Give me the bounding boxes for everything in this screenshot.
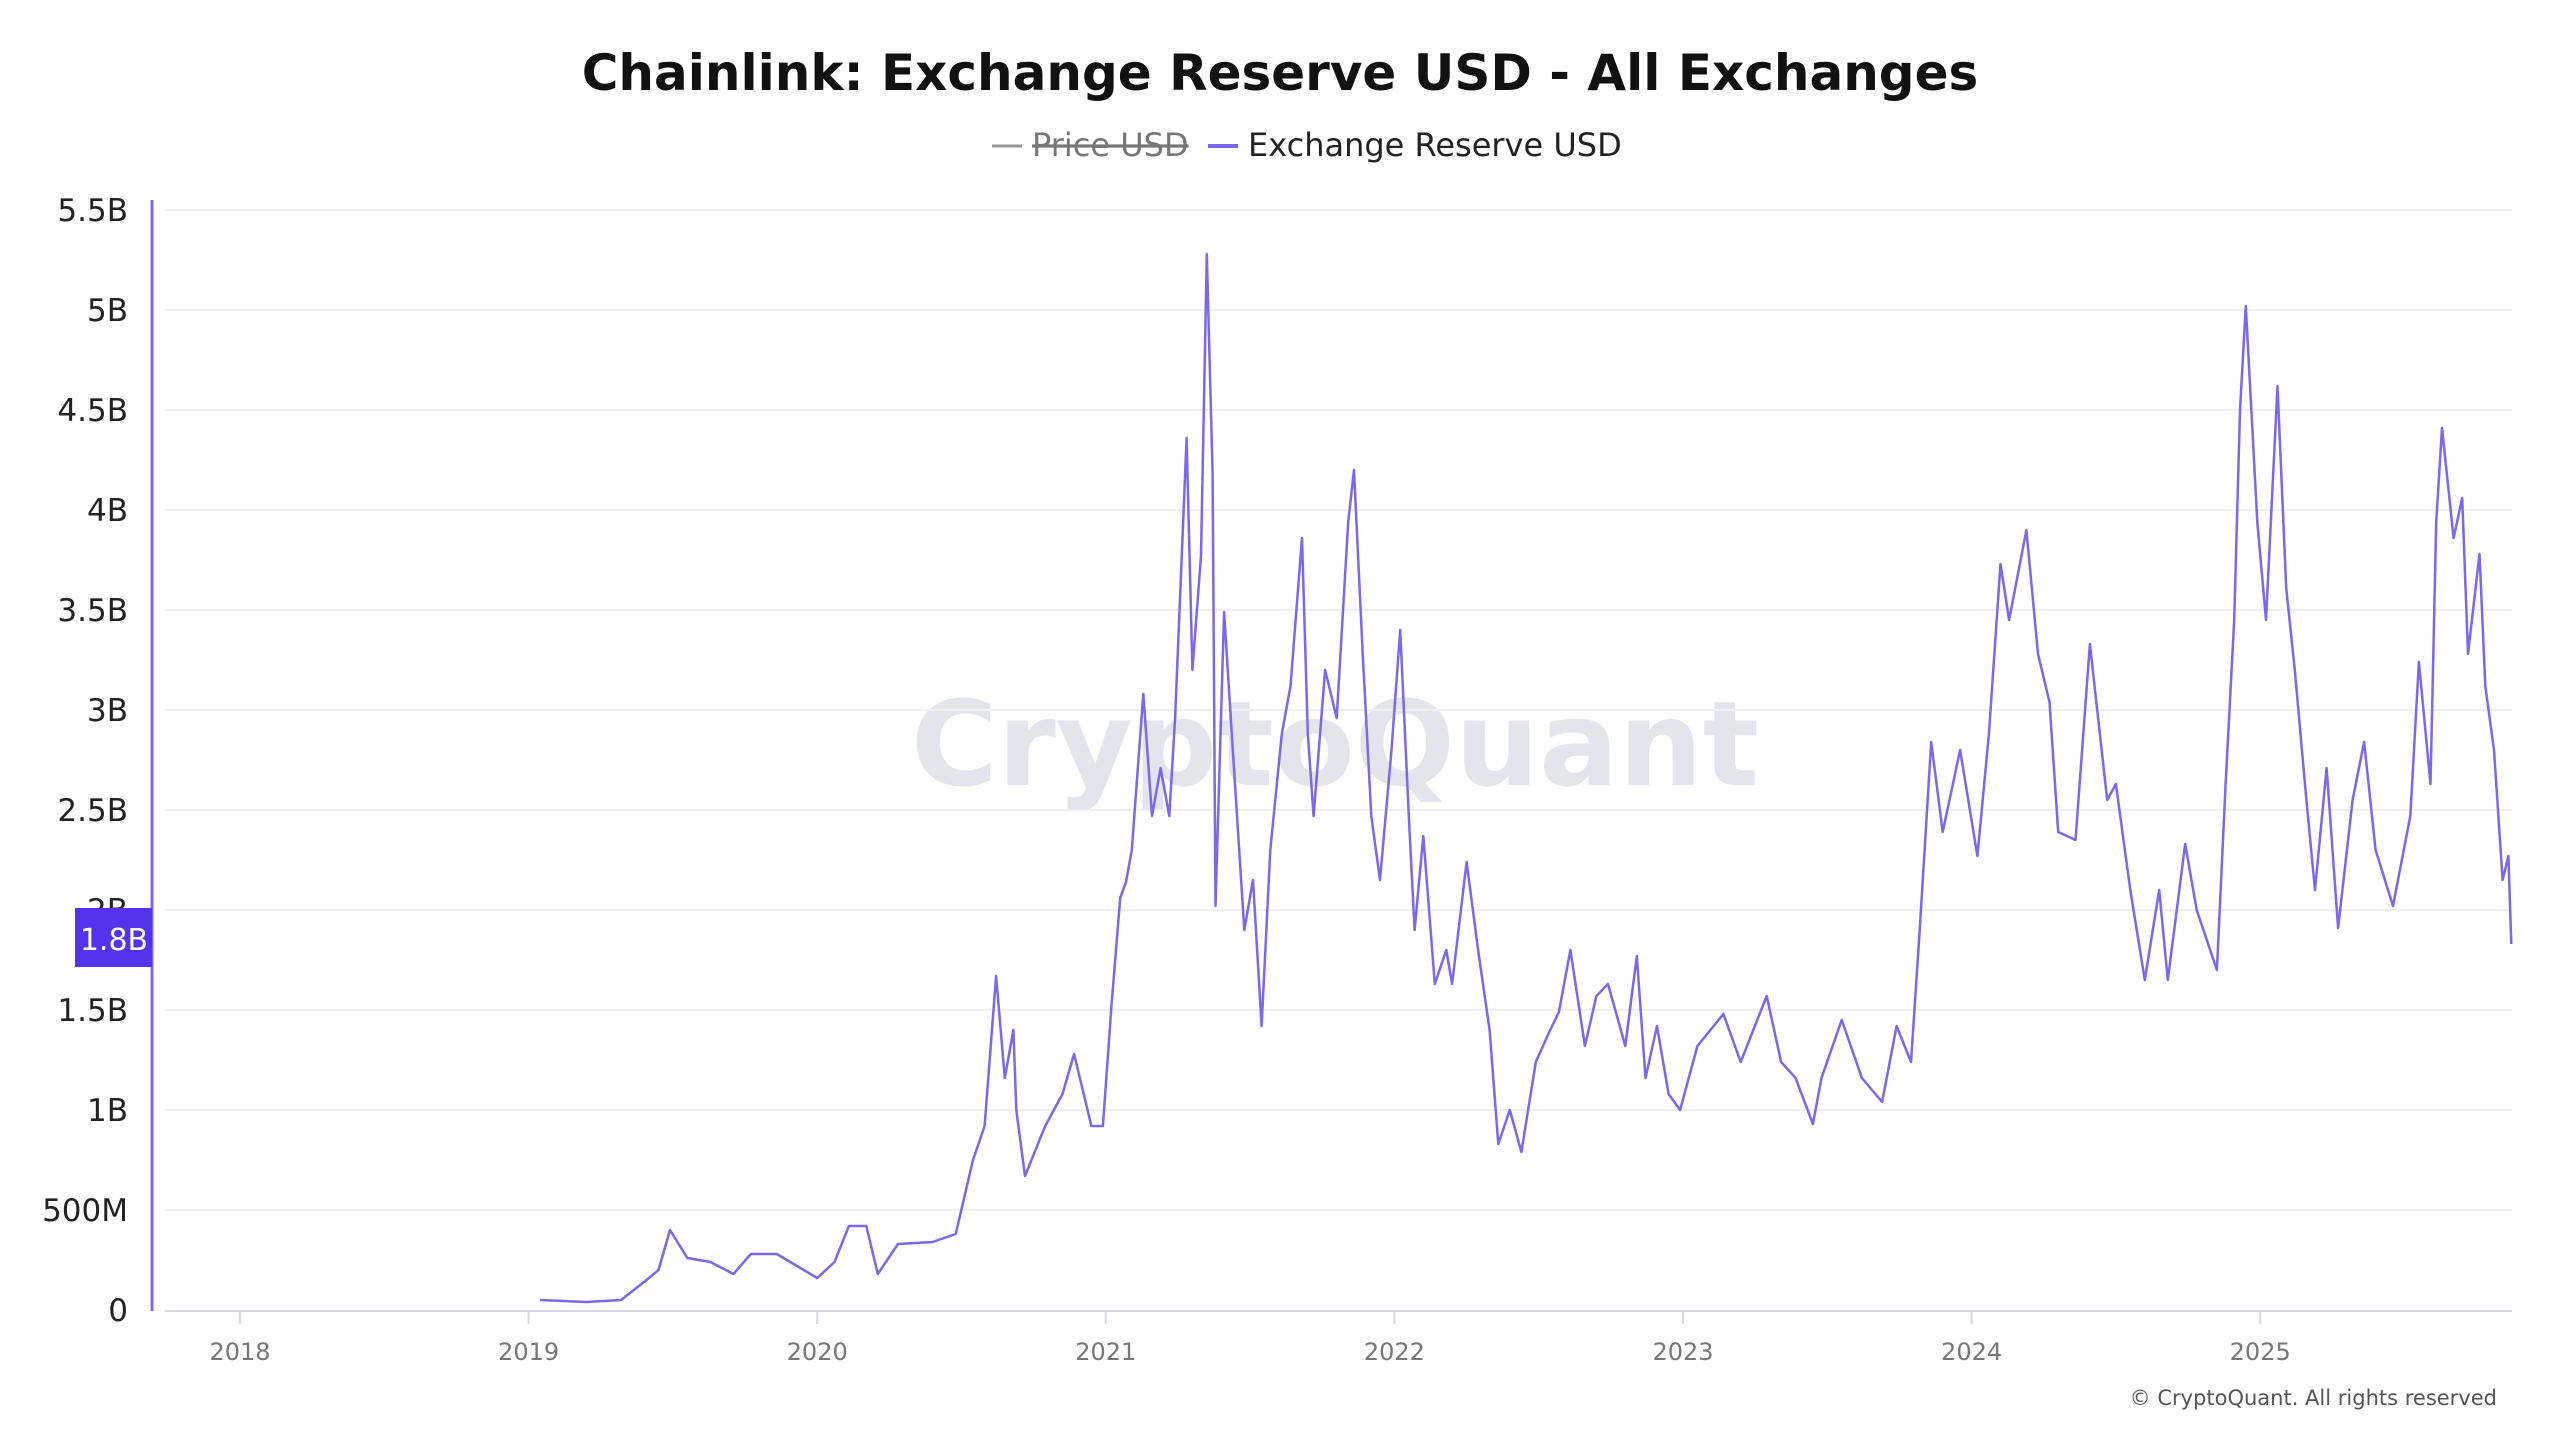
- current-value-badge: 1.8B: [75, 908, 152, 967]
- copyright: © CryptoQuant. All rights reserved: [2130, 1386, 2497, 1410]
- y-tick-label: 1B: [87, 1093, 128, 1129]
- watermark: CryptoQuant: [911, 675, 1759, 813]
- y-tick-label: 500M: [42, 1193, 128, 1229]
- current-value-label: 1.8B: [80, 923, 148, 958]
- x-tick-label: 2022: [1364, 1338, 1425, 1366]
- x-axis-ticks: 2018 2019 2020 2021 2022 2023 2024 2025: [209, 1312, 2291, 1366]
- x-tick-label: 2023: [1652, 1338, 1713, 1366]
- x-tick-label: 2025: [2230, 1338, 2291, 1366]
- series-line-exchange-reserve: [540, 252, 2513, 1304]
- x-tick-label: 2021: [1075, 1338, 1136, 1366]
- x-tick-label: 2019: [498, 1338, 559, 1366]
- y-tick-label: 3B: [87, 693, 128, 729]
- y-tick-label: 0: [108, 1293, 128, 1329]
- current-value-badge-bg: [75, 908, 152, 967]
- legend: Price USD Exchange Reserve USD: [992, 126, 1622, 164]
- y-tick-label: 4B: [87, 493, 128, 529]
- y-tick-label: 1.5B: [57, 993, 128, 1029]
- y-tick-label: 4.5B: [57, 393, 128, 429]
- chart-title: Chainlink: Exchange Reserve USD - All Ex…: [582, 44, 1979, 102]
- y-tick-label: 5B: [87, 293, 128, 329]
- y-tick-label: 3.5B: [57, 593, 128, 629]
- legend-label-price: Price USD: [1032, 126, 1189, 164]
- y-tick-label: 2.5B: [57, 793, 128, 829]
- legend-item-price-usd[interactable]: Price USD: [992, 126, 1189, 164]
- legend-label-reserve: Exchange Reserve USD: [1248, 126, 1622, 164]
- legend-item-exchange-reserve[interactable]: Exchange Reserve USD: [1208, 126, 1622, 164]
- x-tick-label: 2024: [1941, 1338, 2002, 1366]
- grid: [165, 209, 2512, 1211]
- y-tick-label: 5.5B: [57, 193, 128, 229]
- x-tick-label: 2020: [787, 1338, 848, 1366]
- x-tick-label: 2018: [209, 1338, 270, 1366]
